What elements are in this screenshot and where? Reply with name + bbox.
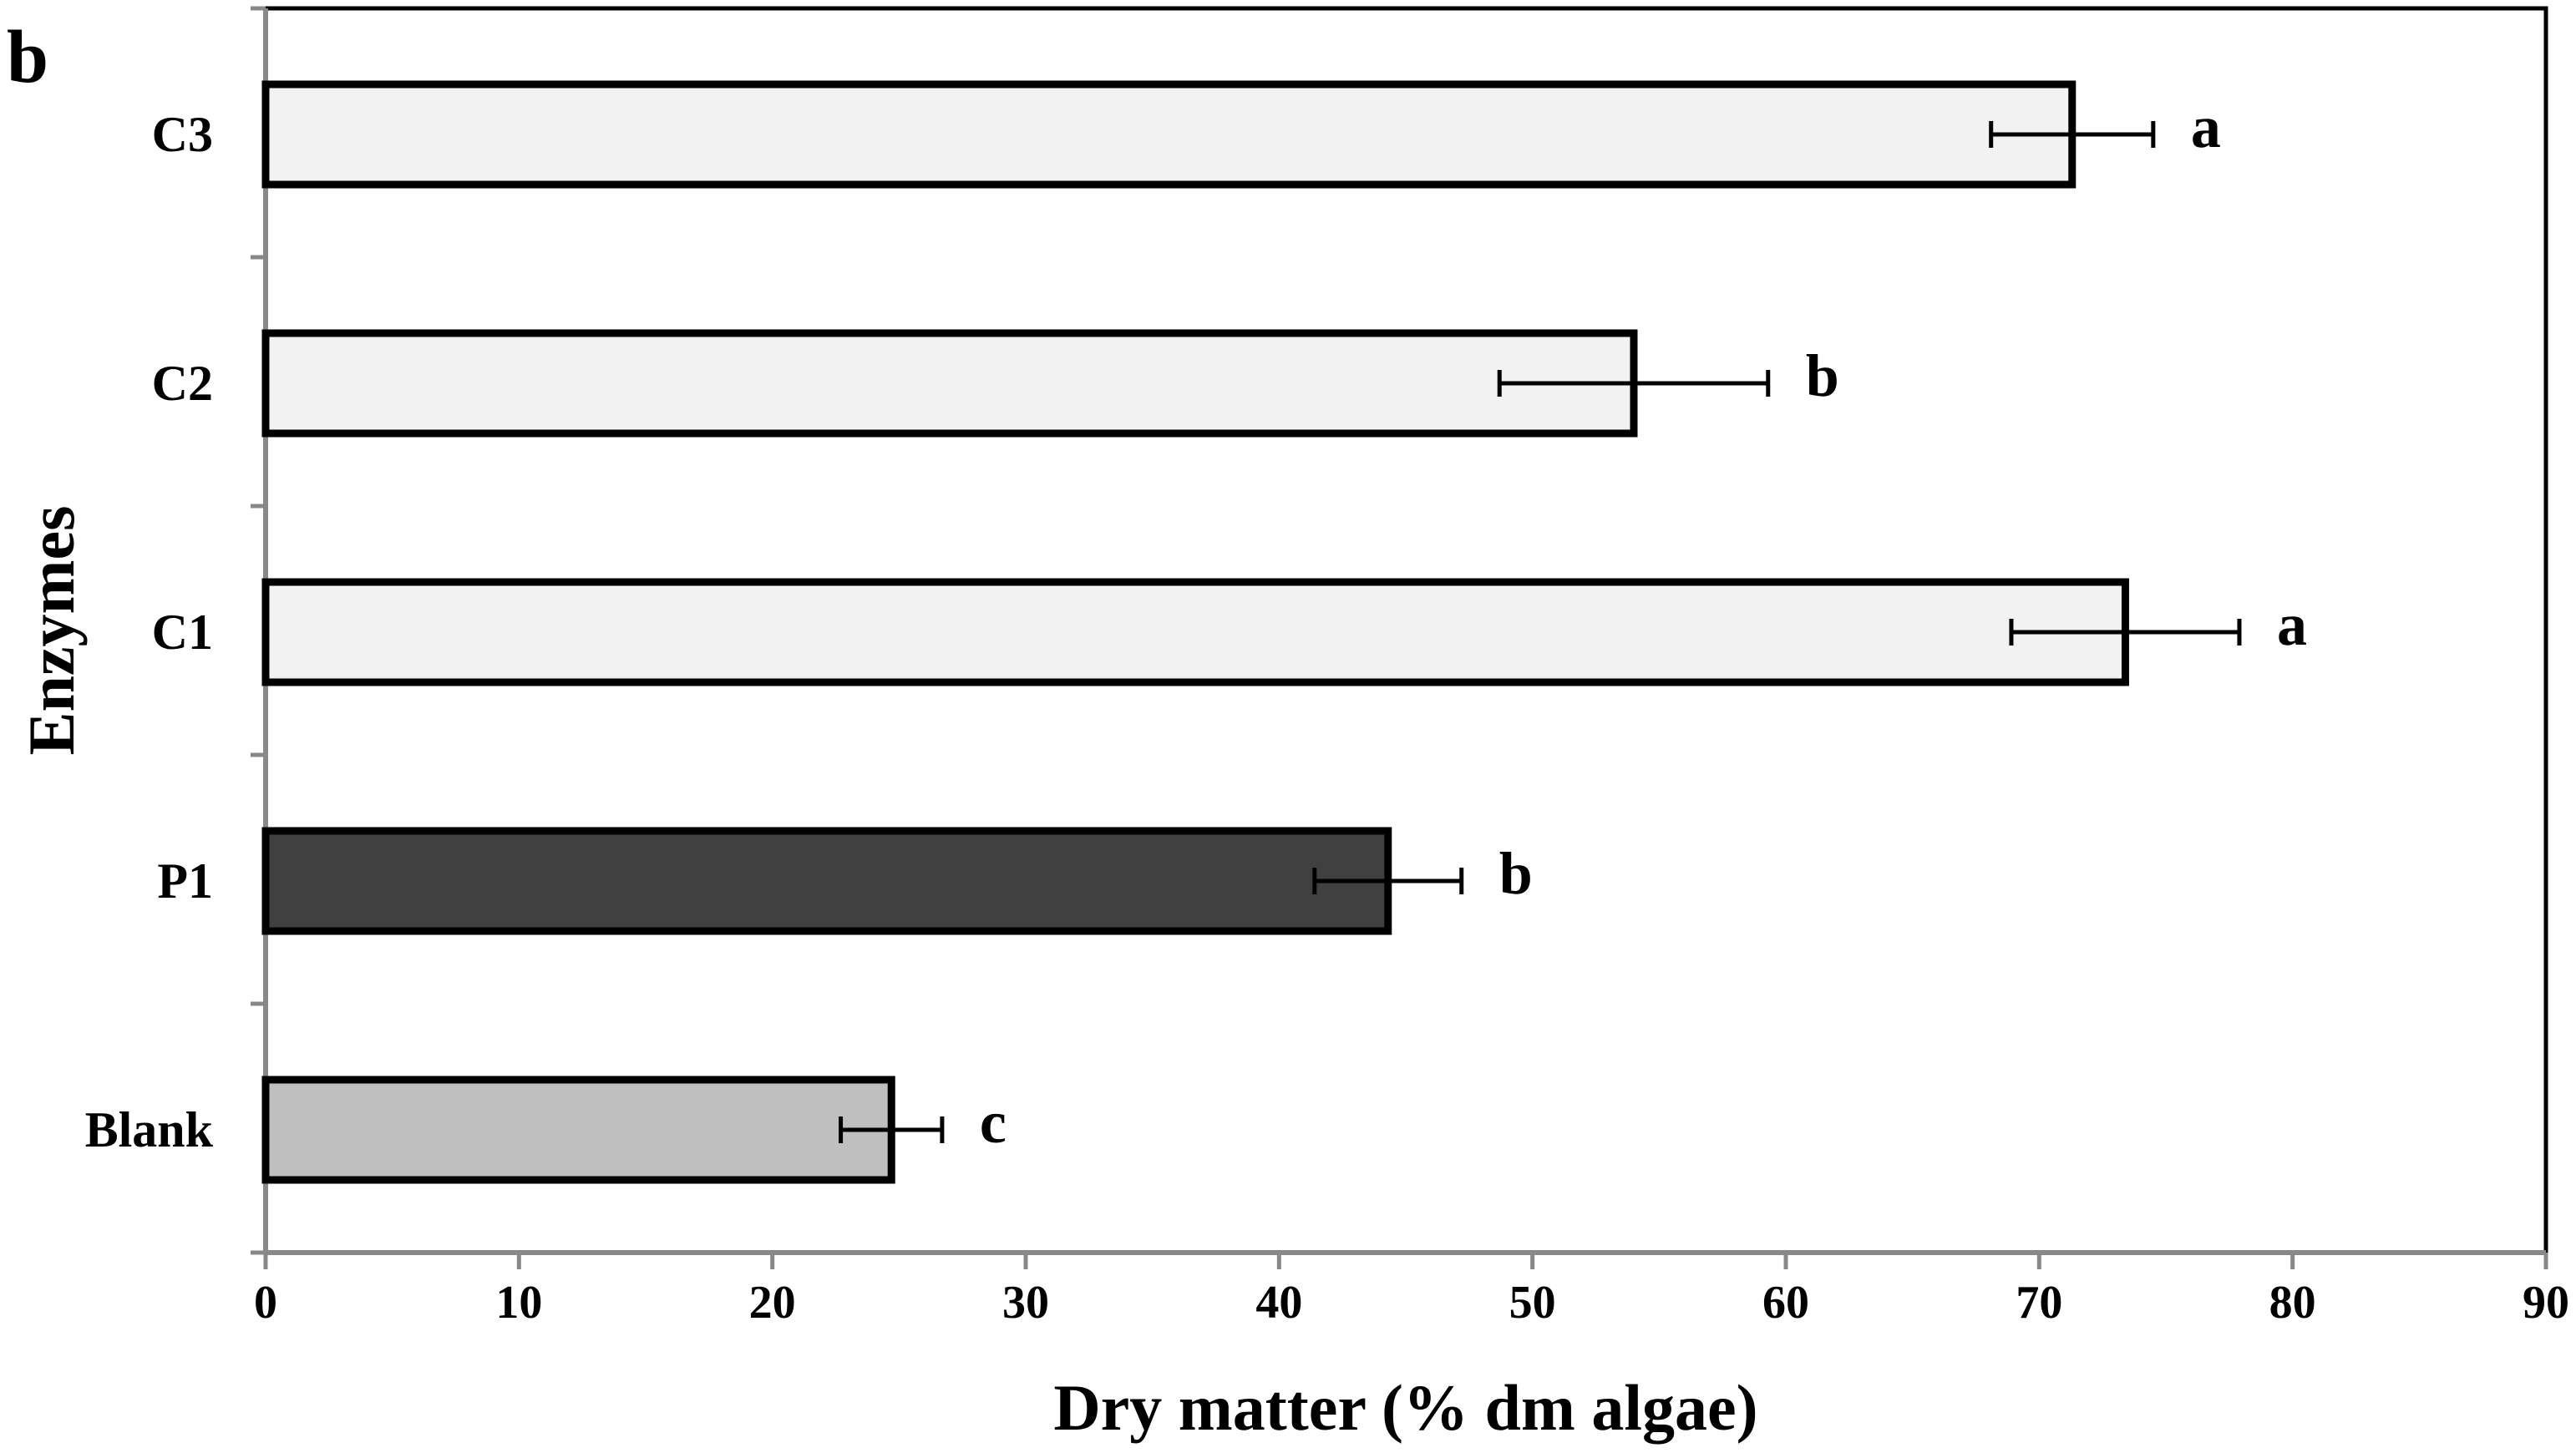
bar-c3 — [261, 80, 2077, 189]
x-axis-ticks: 0 10 20 30 40 50 60 70 80 90 — [254, 1253, 2569, 1329]
y-tick-label: Blank — [85, 1102, 214, 1157]
significance-letter: a — [2191, 94, 2221, 160]
y-axis-ticks — [251, 6, 266, 1255]
y-tick-label: C2 — [152, 356, 213, 411]
x-tick-label: 70 — [2016, 1277, 2062, 1329]
y-axis-title: Enzymes — [15, 506, 88, 756]
y-tick-label: C1 — [152, 605, 213, 660]
x-tick-label: 30 — [1002, 1277, 1049, 1329]
bar-blank — [261, 1076, 895, 1184]
significance-letter: c — [980, 1089, 1007, 1156]
bars-group: Blank c P1 b C1 a C2 b C3 a — [85, 80, 2307, 1184]
x-tick-label: 0 — [254, 1277, 277, 1329]
x-tick-label: 90 — [2523, 1277, 2569, 1329]
x-tick-label: 10 — [495, 1277, 542, 1329]
x-tick-label: 40 — [1255, 1277, 1302, 1329]
y-tick-label: C3 — [152, 107, 213, 162]
significance-letter: b — [1806, 342, 1839, 409]
bar-c2 — [261, 329, 1638, 438]
significance-letter: a — [2277, 591, 2307, 658]
significance-letter: b — [1499, 840, 1533, 907]
x-tick-label: 80 — [2269, 1277, 2316, 1329]
x-tick-label: 50 — [1509, 1277, 1556, 1329]
y-tick-label: P1 — [157, 853, 213, 909]
x-tick-label: 20 — [749, 1277, 796, 1329]
bar-p1 — [261, 827, 1392, 935]
panel-label: b — [7, 16, 48, 99]
bar-c1 — [261, 578, 2129, 686]
x-axis-title: Dry matter (% dm algae) — [1053, 1371, 1757, 1444]
x-tick-label: 60 — [1762, 1277, 1809, 1329]
